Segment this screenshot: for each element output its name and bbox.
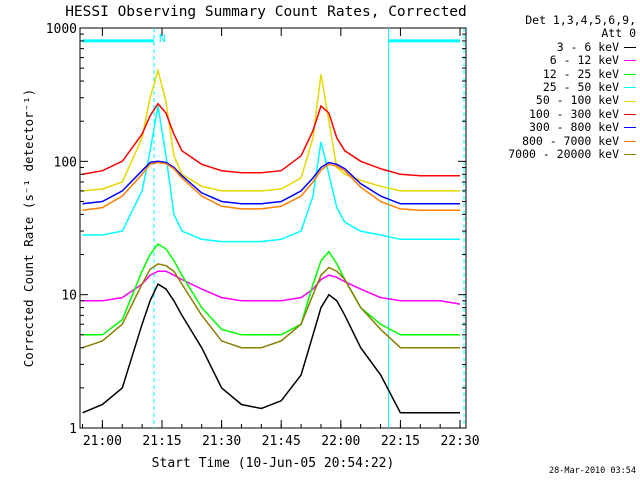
legend-label-0: 3 - 6 keV [556,39,619,54]
legend-swatch-7 [624,140,636,142]
x-axis: 21:00 21:15 21:30 21:45 22:00 22:15 22:30 [82,28,480,449]
legend-item-4: 50 - 100 keV [468,94,636,107]
legend-header-line-1: Det 1,3,4,5,6,9, [525,13,636,27]
annotations: N [159,32,166,45]
legend-swatch-0 [624,47,636,49]
legend-item-1: 6 - 12 keV [468,53,636,68]
series-line-8 [82,263,460,349]
legend-swatch-4 [624,100,636,102]
y-axis-label: Corrected Count Rate (s⁻¹ detector⁻¹) [21,89,36,367]
series-line-6 [82,160,460,205]
legend-label-2: 12 - 25 keV [542,66,619,81]
x-tick-label-4: 22:00 [321,434,360,449]
legend-item-2: 12 - 25 keV [468,66,636,81]
legend-label-8: 7000 - 20000 keV [508,147,619,162]
legend-item-7: 800 - 7000 keV [468,133,636,148]
y-tick-label-0: 1 [69,422,77,437]
y-axis: 1 10 100 1000 [46,22,466,437]
x-tick-label-2: 21:30 [202,434,241,449]
series-line-3 [82,105,460,243]
y-tick-label-1: 10 [61,289,77,304]
x-tick-label-3: 21:45 [262,434,301,449]
annotation-0: N [159,32,166,45]
legend-swatch-5 [624,114,636,116]
chart-title: HESSI Observing Summary Count Rates, Cor… [65,4,467,20]
x-axis-label: Start Time (10-Jun-05 20:54:22) [152,456,395,471]
x-tick-label-0: 21:00 [83,434,122,449]
plot-timestamp: 28-Mar-2010 03:54 [549,466,636,476]
series-line-0 [82,283,460,414]
series-layer [82,67,461,414]
legend-header-line-2: Att 0 [601,26,636,41]
legend-swatch-6 [624,127,636,129]
y-tick-label-2: 100 [54,155,77,170]
legend-item-6: 300 - 800 keV [468,120,636,135]
legend-swatch-2 [624,73,636,75]
x-tick-label-1: 21:15 [142,434,181,449]
legend-item-3: 25 - 50 keV [468,80,636,95]
legend-swatch-8 [624,154,636,156]
series-line-2 [82,242,460,336]
x-tick-label-5: 22:15 [381,434,420,449]
legend-item-8: 7000 - 20000 keV [468,147,636,162]
series-line-7 [82,161,460,211]
series-line-4 [82,67,460,192]
series-line-5 [82,102,460,177]
legend-label-5: 100 - 300 keV [528,106,619,121]
legend-item-5: 100 - 300 keV [468,106,636,121]
x-tick-label-6: 22:30 [440,434,479,449]
legend-label-7: 800 - 7000 keV [522,133,619,148]
legend-swatch-1 [624,60,636,62]
legend-swatch-3 [624,87,636,89]
legend-label-6: 300 - 800 keV [528,120,619,135]
series-line-1 [82,270,461,305]
legend-item-0: 3 - 6 keV [468,39,636,54]
time-markers [153,28,465,428]
legend-label-3: 25 - 50 keV [542,80,619,95]
plot-frame [79,27,467,429]
legend-label-4: 50 - 100 keV [535,93,619,108]
legend: Det 1,3,4,5,6,9, Att 0 3 - 6 keV 6 - 12 k… [468,13,636,162]
y-tick-label-3: 1000 [46,22,77,37]
legend-label-1: 6 - 12 keV [549,53,619,68]
